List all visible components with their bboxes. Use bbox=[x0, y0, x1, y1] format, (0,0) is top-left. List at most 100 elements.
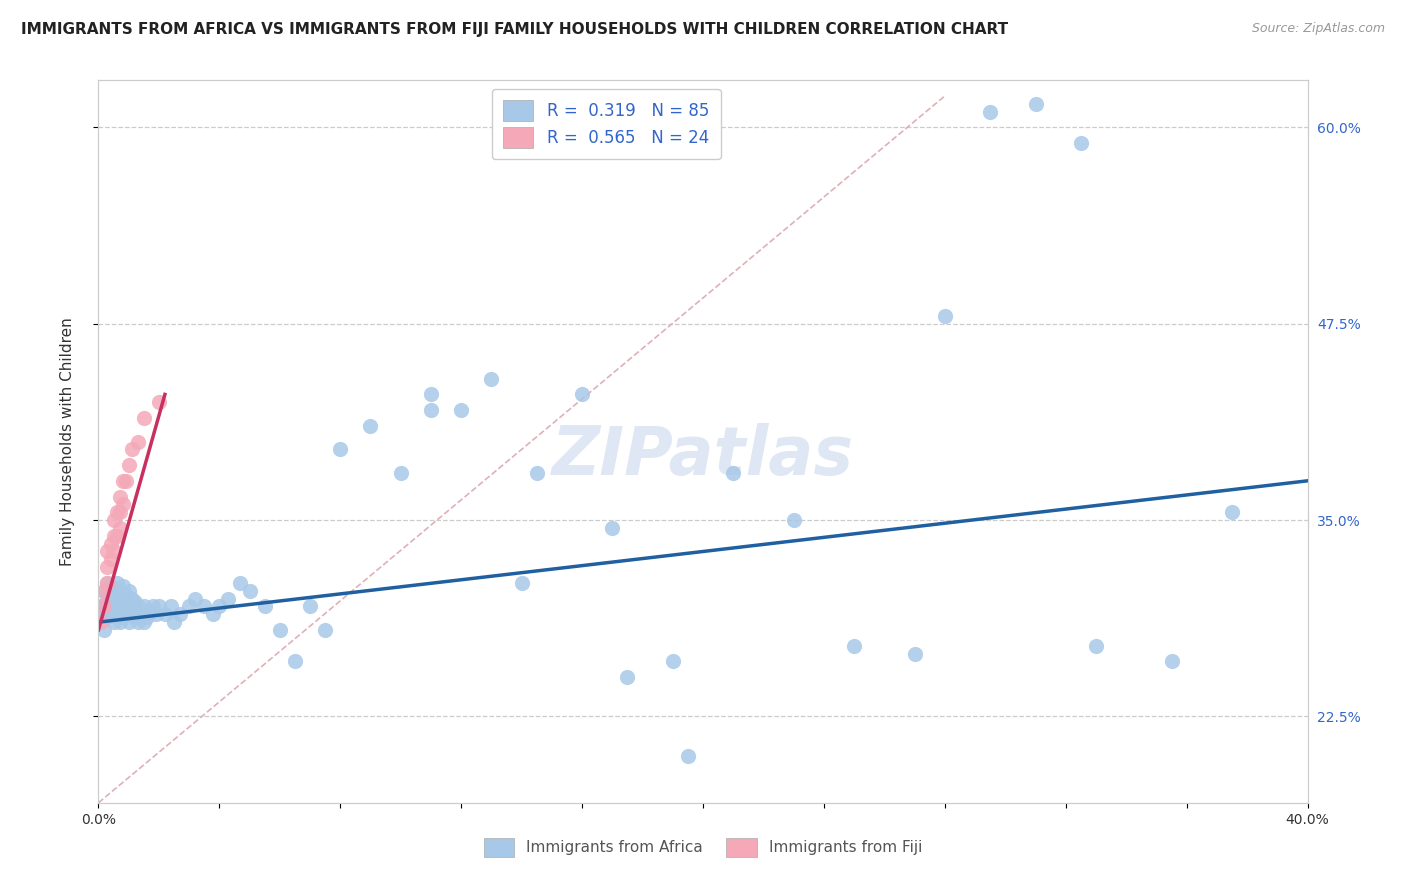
Point bbox=[1160, 655, 1182, 669]
Point bbox=[111, 579, 134, 593]
Point bbox=[1085, 639, 1108, 653]
Point bbox=[284, 655, 307, 669]
Point bbox=[93, 599, 115, 614]
Point bbox=[193, 599, 215, 614]
Point bbox=[148, 395, 170, 409]
Point bbox=[127, 599, 149, 614]
Point bbox=[783, 513, 806, 527]
Point bbox=[93, 583, 115, 598]
Point bbox=[616, 670, 638, 684]
Point bbox=[90, 615, 112, 630]
Point bbox=[100, 579, 122, 593]
Point bbox=[111, 497, 134, 511]
Point bbox=[602, 521, 624, 535]
Point bbox=[142, 599, 165, 614]
Point bbox=[420, 387, 443, 401]
Point bbox=[723, 466, 745, 480]
Point bbox=[114, 604, 136, 618]
Point bbox=[314, 623, 336, 637]
Point bbox=[93, 599, 115, 614]
Point bbox=[103, 615, 125, 630]
Text: IMMIGRANTS FROM AFRICA VS IMMIGRANTS FROM FIJI FAMILY HOUSEHOLDS WITH CHILDREN C: IMMIGRANTS FROM AFRICA VS IMMIGRANTS FRO… bbox=[21, 22, 1008, 37]
Point bbox=[844, 639, 866, 653]
Point bbox=[139, 604, 162, 618]
Point bbox=[100, 607, 122, 622]
Point bbox=[202, 607, 225, 622]
Point bbox=[127, 434, 149, 449]
Point bbox=[676, 748, 699, 763]
Point bbox=[571, 387, 593, 401]
Text: Source: ZipAtlas.com: Source: ZipAtlas.com bbox=[1251, 22, 1385, 36]
Point bbox=[132, 599, 155, 614]
Point bbox=[163, 615, 186, 630]
Point bbox=[96, 610, 118, 624]
Point bbox=[148, 599, 170, 614]
Point bbox=[269, 623, 291, 637]
Point bbox=[389, 466, 412, 480]
Point bbox=[96, 591, 118, 606]
Point bbox=[360, 418, 382, 433]
Point bbox=[105, 607, 128, 622]
Point bbox=[124, 610, 146, 624]
Point bbox=[169, 607, 191, 622]
Point bbox=[208, 599, 231, 614]
Text: ZIPatlas: ZIPatlas bbox=[553, 423, 853, 489]
Point bbox=[105, 595, 128, 609]
Point bbox=[979, 104, 1001, 119]
Point bbox=[132, 615, 155, 630]
Point bbox=[121, 442, 143, 457]
Point bbox=[108, 505, 131, 519]
Point bbox=[114, 589, 136, 603]
Point bbox=[1220, 505, 1243, 519]
Point bbox=[121, 591, 143, 606]
Point bbox=[96, 575, 118, 590]
Point bbox=[127, 615, 149, 630]
Point bbox=[105, 505, 128, 519]
Legend: Immigrants from Africa, Immigrants from Fiji: Immigrants from Africa, Immigrants from … bbox=[472, 828, 934, 867]
Point bbox=[121, 607, 143, 622]
Point bbox=[132, 411, 155, 425]
Point bbox=[118, 583, 141, 598]
Point bbox=[100, 536, 122, 550]
Point bbox=[100, 591, 122, 606]
Point bbox=[111, 474, 134, 488]
Point bbox=[111, 595, 134, 609]
Point bbox=[239, 583, 262, 598]
Point bbox=[184, 591, 207, 606]
Point bbox=[108, 583, 131, 598]
Point bbox=[1024, 96, 1046, 111]
Point bbox=[118, 599, 141, 614]
Point bbox=[135, 610, 157, 624]
Point bbox=[103, 583, 125, 598]
Point bbox=[108, 599, 131, 614]
Y-axis label: Family Households with Children: Family Households with Children bbox=[60, 318, 75, 566]
Point bbox=[108, 615, 131, 630]
Point bbox=[111, 610, 134, 624]
Point bbox=[229, 575, 252, 590]
Point bbox=[253, 599, 276, 614]
Point bbox=[904, 647, 927, 661]
Point bbox=[108, 490, 131, 504]
Point bbox=[934, 309, 956, 323]
Point bbox=[481, 372, 503, 386]
Point bbox=[105, 529, 128, 543]
Point bbox=[114, 474, 136, 488]
Point bbox=[129, 607, 152, 622]
Point bbox=[103, 544, 125, 558]
Point bbox=[124, 595, 146, 609]
Point bbox=[329, 442, 352, 457]
Point bbox=[100, 552, 122, 566]
Point bbox=[103, 599, 125, 614]
Point bbox=[217, 591, 239, 606]
Point bbox=[103, 513, 125, 527]
Point bbox=[450, 403, 472, 417]
Point bbox=[96, 575, 118, 590]
Point bbox=[420, 403, 443, 417]
Point bbox=[179, 599, 201, 614]
Point bbox=[96, 560, 118, 574]
Point bbox=[661, 655, 683, 669]
Point bbox=[160, 599, 183, 614]
Point bbox=[526, 466, 548, 480]
Point bbox=[105, 575, 128, 590]
Point bbox=[96, 544, 118, 558]
